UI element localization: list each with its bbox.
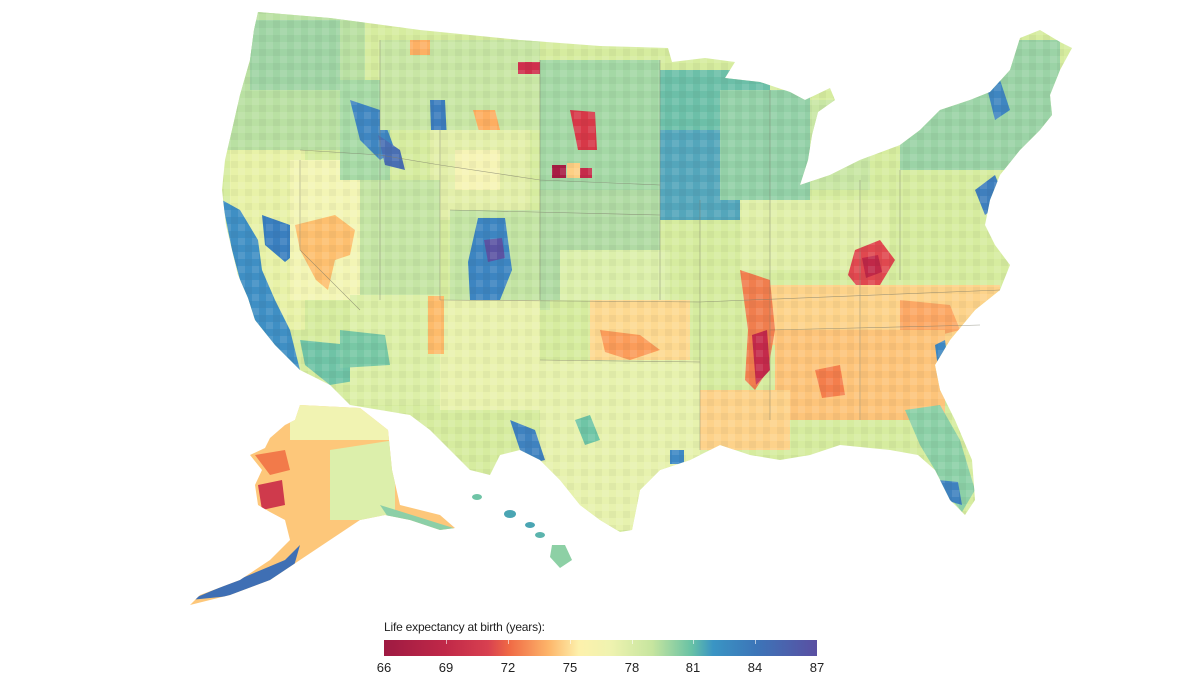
state-borders	[299, 40, 1001, 450]
legend-tick-69: 69	[438, 660, 454, 675]
legend-color-bar	[384, 640, 817, 656]
legend-tick-78: 78	[624, 660, 640, 675]
legend-tick-72: 72	[500, 660, 516, 675]
legend-title: Life expectancy at birth (years):	[384, 620, 545, 634]
legend-tick-66: 66	[376, 660, 392, 675]
hawaii	[472, 494, 572, 568]
legend-tick-87: 87	[809, 660, 825, 675]
color-legend: Life expectancy at birth (years): 66 69 …	[377, 620, 824, 675]
legend-tick-75: 75	[562, 660, 578, 675]
legend-tick-81: 81	[685, 660, 701, 675]
legend-tick-84: 84	[747, 660, 763, 675]
